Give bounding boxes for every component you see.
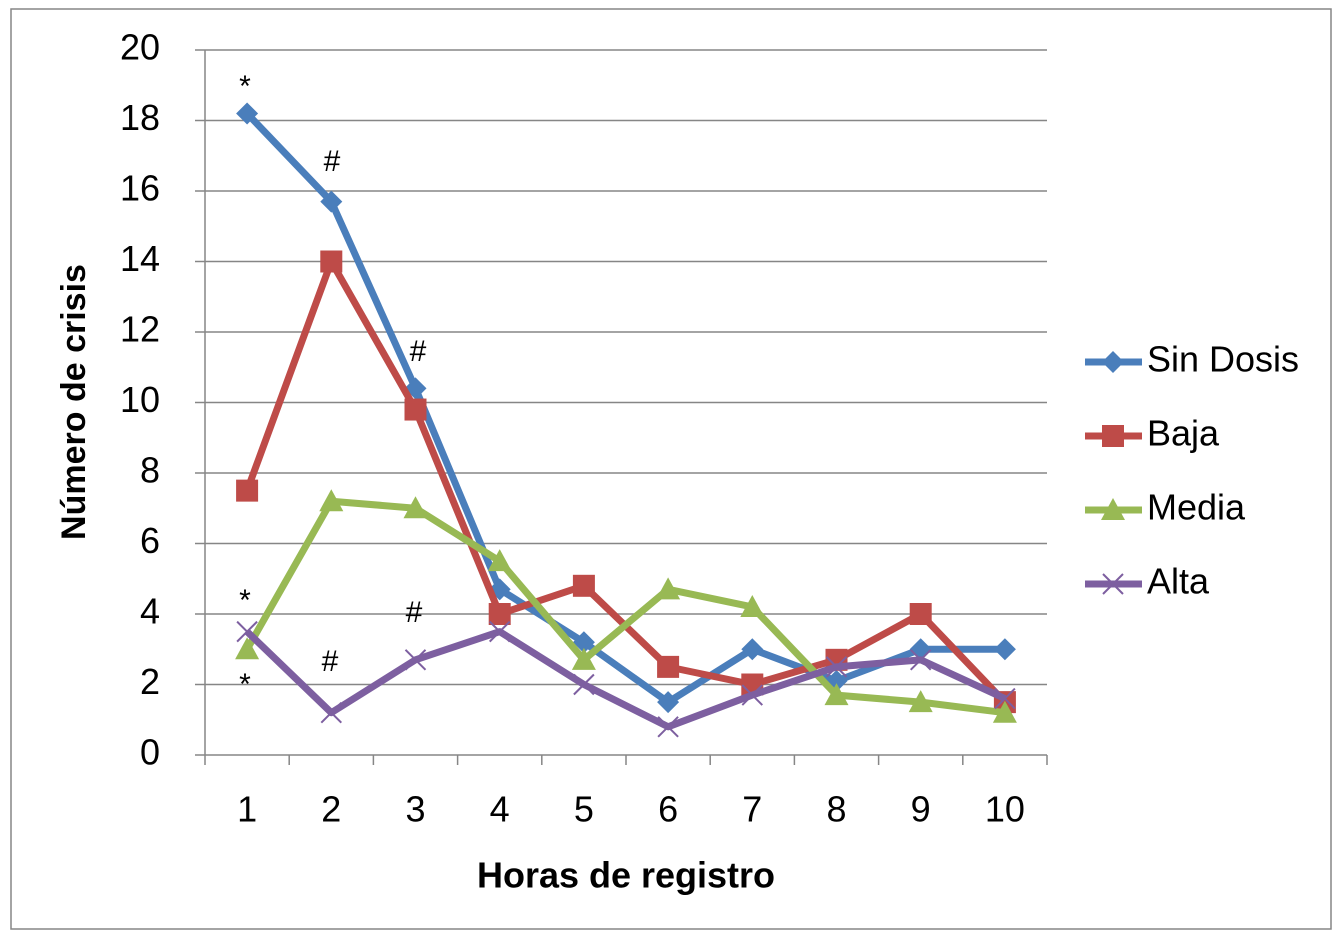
y-tick-label: 12: [120, 309, 160, 350]
x-tick-label: 6: [658, 789, 678, 830]
x-tick-label: 8: [826, 789, 846, 830]
annotation: *: [239, 70, 251, 103]
data-point: [573, 673, 595, 696]
y-tick-label: 10: [120, 379, 160, 420]
x-tick-label: 3: [405, 789, 425, 830]
legend-label: Alta: [1147, 561, 1210, 602]
x-tick-label: 5: [574, 789, 594, 830]
annotation: *: [239, 584, 251, 617]
x-tick-label: 7: [742, 789, 762, 830]
data-point: [825, 656, 848, 678]
data-point: [488, 603, 511, 625]
y-tick-label: 4: [140, 591, 160, 632]
y-tick-label: 6: [140, 520, 160, 561]
data-point: [320, 701, 343, 724]
annotation: #: [406, 596, 423, 629]
data-point: [741, 638, 764, 661]
y-tick-label: 8: [140, 450, 160, 491]
chart-frame: [10, 8, 1332, 930]
data-point: [320, 250, 343, 273]
y-tick-label: 14: [120, 238, 160, 279]
x-tick-label: 9: [911, 789, 931, 830]
data-point: [236, 479, 259, 502]
data-point: [403, 496, 428, 519]
series-line: [244, 628, 1007, 731]
x-tick-label: 1: [237, 789, 257, 830]
data-point: [994, 687, 1016, 710]
data-point: [657, 655, 680, 678]
data-point: [488, 620, 511, 643]
data-point: [909, 649, 932, 671]
series-line: [244, 497, 1006, 717]
legend-label: Baja: [1147, 413, 1220, 454]
legend-marker: [1102, 425, 1124, 447]
data-point: [572, 631, 595, 654]
data-point: [404, 649, 427, 671]
data-point: [824, 683, 849, 706]
data-point: [404, 398, 427, 421]
annotation: #: [324, 145, 341, 178]
y-tick-label: 16: [120, 168, 160, 209]
x-tick-label: 2: [321, 789, 341, 830]
annotation: *: [239, 668, 251, 701]
annotation: #: [322, 645, 339, 678]
data-point: [740, 594, 765, 617]
legend-label: Sin Dosis: [1147, 339, 1299, 380]
y-tick-label: 2: [140, 661, 160, 702]
x-axis-title: Horas de registro: [477, 855, 775, 896]
legend-label: Media: [1147, 487, 1246, 528]
data-point: [657, 716, 679, 738]
legend-marker: [1102, 351, 1124, 373]
y-tick-label: 20: [120, 27, 160, 68]
annotation: #: [410, 335, 427, 368]
data-point: [236, 620, 258, 643]
y-tick-label: 18: [120, 97, 160, 138]
data-point: [908, 690, 933, 713]
x-tick-label: 4: [490, 789, 510, 830]
data-point: [572, 574, 595, 597]
x-tick-label: 10: [985, 789, 1025, 830]
data-point: [909, 603, 932, 625]
data-point: [235, 637, 260, 660]
data-point: [571, 647, 596, 670]
data-point: [992, 700, 1017, 723]
y-tick-label: 0: [140, 732, 160, 773]
y-axis-title: Número de crisis: [55, 264, 93, 540]
legend-marker: [1101, 498, 1125, 520]
data-point: [319, 489, 344, 512]
data-point: [320, 190, 343, 213]
data-point: [993, 638, 1016, 661]
data-point: [657, 691, 680, 714]
data-point: [487, 549, 512, 572]
data-point: [656, 577, 681, 600]
data-point: [741, 684, 764, 706]
data-point: [236, 102, 259, 125]
legend-marker: [1102, 573, 1124, 595]
